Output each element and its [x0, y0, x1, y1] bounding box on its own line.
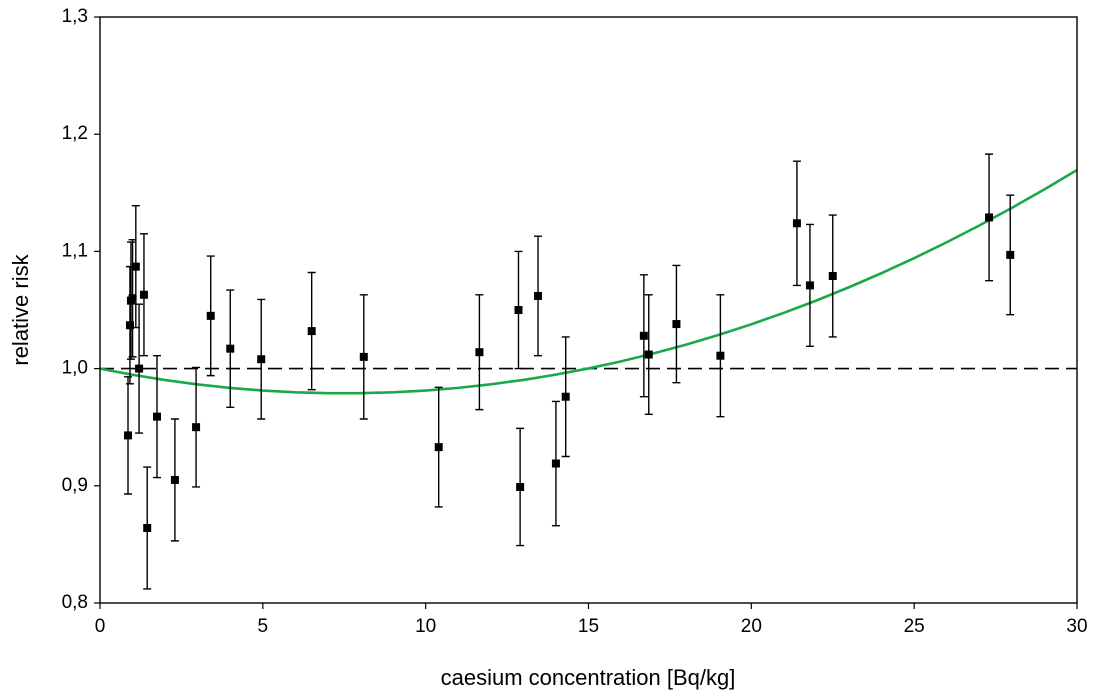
data-point: [672, 320, 681, 329]
data-point: [257, 355, 266, 364]
data-point: [307, 327, 316, 336]
data-point: [192, 423, 201, 432]
y-axis-label: relative risk: [8, 253, 33, 365]
y-tick-label: 1,0: [62, 358, 88, 379]
x-tick-label: 15: [578, 616, 599, 637]
y-tick-label: 1,1: [62, 240, 88, 261]
data-point: [128, 294, 137, 303]
data-point: [143, 523, 152, 532]
data-point: [805, 281, 814, 290]
data-point: [514, 306, 523, 314]
data-point: [124, 431, 133, 440]
data-point: [644, 350, 653, 359]
data-point: [716, 351, 725, 360]
data-point: [359, 352, 368, 361]
data-point: [226, 344, 235, 353]
data-point: [139, 290, 148, 299]
data-point: [135, 364, 144, 373]
y-tick-label: 1,3: [62, 6, 88, 27]
x-tick-label: 5: [258, 616, 269, 637]
data-point: [828, 272, 837, 281]
data-point: [551, 459, 560, 468]
y-tick-label: 1,2: [62, 123, 88, 144]
data-point: [152, 412, 161, 421]
x-tick-label: 25: [904, 616, 925, 637]
data-point: [534, 291, 543, 300]
data-point: [206, 311, 215, 320]
data-point: [639, 331, 648, 340]
data-point: [985, 213, 994, 222]
data-point: [516, 482, 525, 491]
plot-frame: [99, 16, 1078, 604]
x-axis-label: caesium concentration [Bq/kg]: [441, 665, 736, 690]
data-point: [434, 443, 443, 452]
x-tick-label: 10: [415, 616, 436, 637]
fit-curve: [99, 168, 1078, 395]
data-point: [131, 262, 140, 271]
x-tick-label: 30: [1066, 616, 1087, 637]
data-point: [125, 321, 134, 330]
x-tick-label: 20: [741, 616, 762, 637]
x-tick-label: 0: [95, 616, 106, 637]
y-tick-label: 0,9: [62, 475, 88, 496]
data-point: [792, 219, 801, 228]
data-point: [170, 475, 179, 484]
data-point: [561, 392, 570, 401]
y-tick-label: 0,8: [62, 592, 88, 613]
data-point: [1006, 250, 1015, 259]
data-point: [475, 348, 484, 357]
